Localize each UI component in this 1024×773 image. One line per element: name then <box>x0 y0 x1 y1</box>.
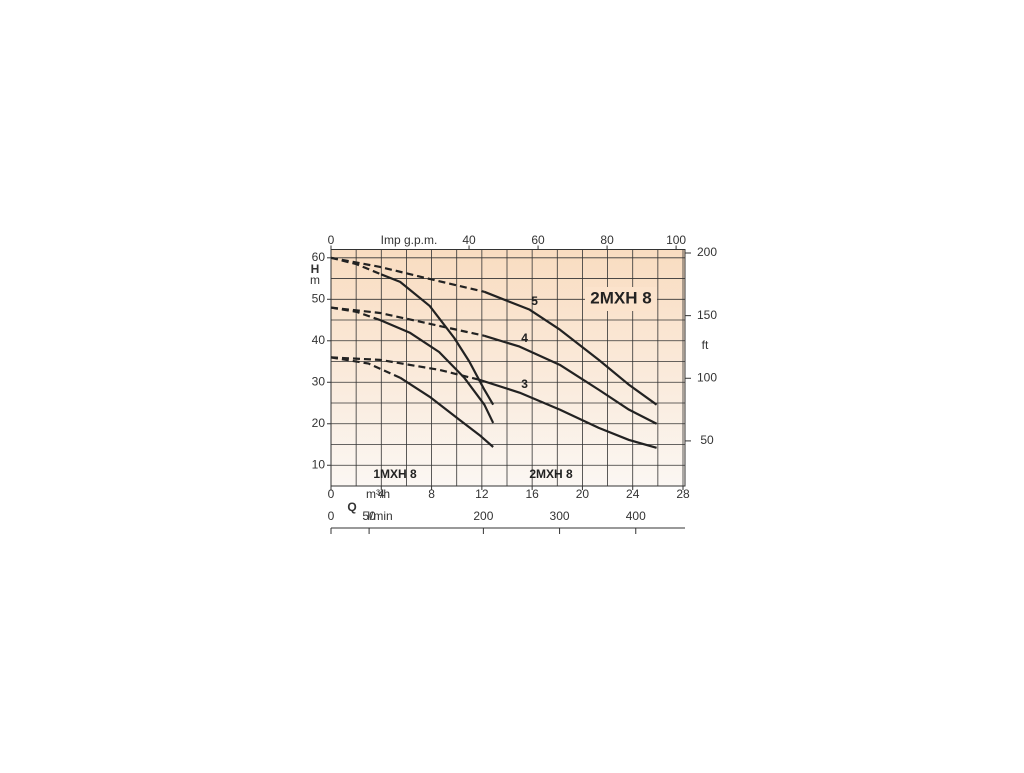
curve-label: 5 <box>531 294 538 308</box>
bottom-x-tick-label: 0 <box>328 509 335 523</box>
curve <box>380 273 495 406</box>
x-tick-label: 16 <box>525 487 539 501</box>
plot-frame <box>330 249 686 487</box>
title-box <box>585 287 657 311</box>
x-tick-label: 20 <box>576 487 590 501</box>
y-tick-label: 20 <box>312 416 326 430</box>
curve-label: 4 <box>521 331 528 345</box>
y-tick-label: 60 <box>312 250 326 264</box>
bottom-x-label: l/min <box>367 509 392 523</box>
y-tick-label: 50 <box>312 291 326 305</box>
curve <box>330 256 485 293</box>
x-tick-label: 24 <box>626 487 640 501</box>
bottom-x-tick-label: 400 <box>626 509 646 523</box>
bottom-x-tick-label: 50 <box>362 509 376 523</box>
y-label-symbol: H <box>311 262 320 276</box>
x-tick-label: 8 <box>428 487 435 501</box>
curve <box>330 356 401 379</box>
y2-tick-label: 200 <box>697 245 717 259</box>
top-x-tick-label: 40 <box>462 233 476 247</box>
x-tick-label: 0 <box>328 487 335 501</box>
y2-tick-label: 100 <box>697 370 717 384</box>
top-x-label: Imp g.p.m. <box>381 233 438 247</box>
top-x-tick-label: 100 <box>666 233 686 247</box>
group-label: 1MXH 8 <box>373 467 417 481</box>
curve <box>330 306 381 322</box>
x-label-symbol: Q <box>347 500 356 514</box>
curve <box>484 334 658 425</box>
bottom-x-tick-label: 200 <box>473 509 493 523</box>
x-tick-label: 12 <box>475 487 489 501</box>
x-tick-label: 4 <box>378 487 385 501</box>
bottom-x-tick-label: 300 <box>550 509 570 523</box>
y-tick-label: 40 <box>312 333 326 347</box>
curve <box>479 378 657 449</box>
y-label-unit: m <box>310 273 320 287</box>
y2-label: ft <box>702 338 709 352</box>
y2-tick-label: 50 <box>700 433 714 447</box>
curve <box>379 319 495 424</box>
chart-title: 2MXH 8 <box>590 288 651 307</box>
curve <box>330 256 382 276</box>
top-x-tick-label: 60 <box>531 233 545 247</box>
y-tick-label: 30 <box>312 374 326 388</box>
curve <box>330 356 480 381</box>
y2-tick-label: 150 <box>697 308 717 322</box>
curve <box>399 376 494 448</box>
curve-label: 3 <box>521 377 528 391</box>
top-x-tick-label: 80 <box>600 233 614 247</box>
curve <box>483 290 658 406</box>
group-label: 2MXH 8 <box>529 467 573 481</box>
y-tick-label: 10 <box>312 457 326 471</box>
plot-background <box>331 249 685 486</box>
x-label: m³/h <box>366 487 390 501</box>
x-tick-label: 28 <box>676 487 690 501</box>
top-x-tick-label: 0 <box>328 233 335 247</box>
curve <box>330 306 485 337</box>
